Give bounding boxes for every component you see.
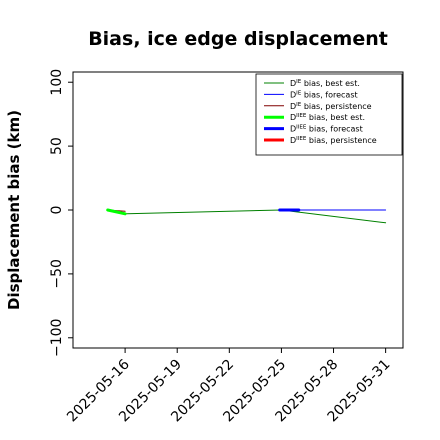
y-tick-label: −100: [49, 319, 65, 357]
legend-label-0: DIE bias, best est.: [290, 79, 360, 88]
legend-label-3: DIIEE bias, best est.: [290, 113, 365, 122]
series-line-3: [106, 208, 127, 216]
y-tick-label: 100: [49, 69, 65, 96]
chart-title: Bias, ice edge displacement: [88, 28, 388, 50]
y-tick-label: 50: [49, 137, 65, 155]
legend: DIE bias, best est. DIE bias, forecast DIE…: [255, 73, 403, 156]
legend-label-1: DIE bias, forecast: [290, 90, 358, 99]
series-line-0: [107, 209, 387, 224]
x-axis: 2025-05-162025-05-192025-05-222025-05-25…: [64, 348, 393, 425]
y-axis-label: Displacement bias (km): [5, 110, 23, 310]
legend-label-5: DIIEE bias, persistence: [290, 136, 377, 145]
y-tick-label: 0: [49, 206, 65, 215]
legend-label-4: DIIEE bias, forecast: [290, 125, 363, 134]
y-axis: −100 −50 0 50 100: [49, 69, 73, 357]
y-tick-label: −50: [49, 259, 65, 289]
legend-label-2: DIE bias, persistence: [290, 102, 372, 111]
